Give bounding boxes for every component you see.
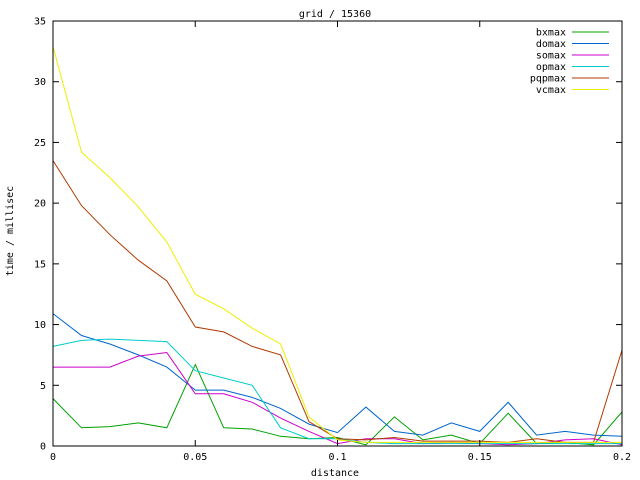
legend-label-pqpmax: pqpmax <box>530 74 566 85</box>
legend-label-domax: domax <box>536 39 566 50</box>
chart-title: grid / 15360 <box>299 9 371 20</box>
y-tick-label: 20 <box>34 199 46 210</box>
x-tick-label: 0.05 <box>183 452 207 463</box>
legend-label-somax: somax <box>536 51 566 62</box>
legend-label-opmax: opmax <box>536 62 566 73</box>
x-tick-label: 0.15 <box>468 452 492 463</box>
series-line-pqpmax <box>52 160 623 443</box>
y-axis-label: time / millisec <box>5 186 16 276</box>
x-tick-label: 0.2 <box>613 452 631 463</box>
series-line-domax <box>52 313 623 437</box>
y-tick-label: 0 <box>40 442 46 453</box>
y-tick-label: 35 <box>34 17 46 28</box>
series-line-vcmax <box>52 46 622 443</box>
legend-label-vcmax: vcmax <box>536 85 566 96</box>
y-tick-label: 15 <box>34 259 46 270</box>
y-tick-label: 5 <box>40 381 46 392</box>
x-tick-label: 0.1 <box>328 452 346 463</box>
y-tick-label: 30 <box>34 77 46 88</box>
x-axis-label: distance <box>311 468 359 479</box>
y-tick-label: 10 <box>34 320 46 331</box>
x-tick-label: 0 <box>50 452 56 463</box>
y-tick-label: 25 <box>34 138 46 149</box>
axis-ticks: 0 0.05 0.1 0.15 0.2 0 5 10 15 20 25 30 35 <box>34 17 631 464</box>
series-line-bxmax <box>52 363 623 446</box>
legend-label-bxmax: bxmax <box>536 28 566 39</box>
